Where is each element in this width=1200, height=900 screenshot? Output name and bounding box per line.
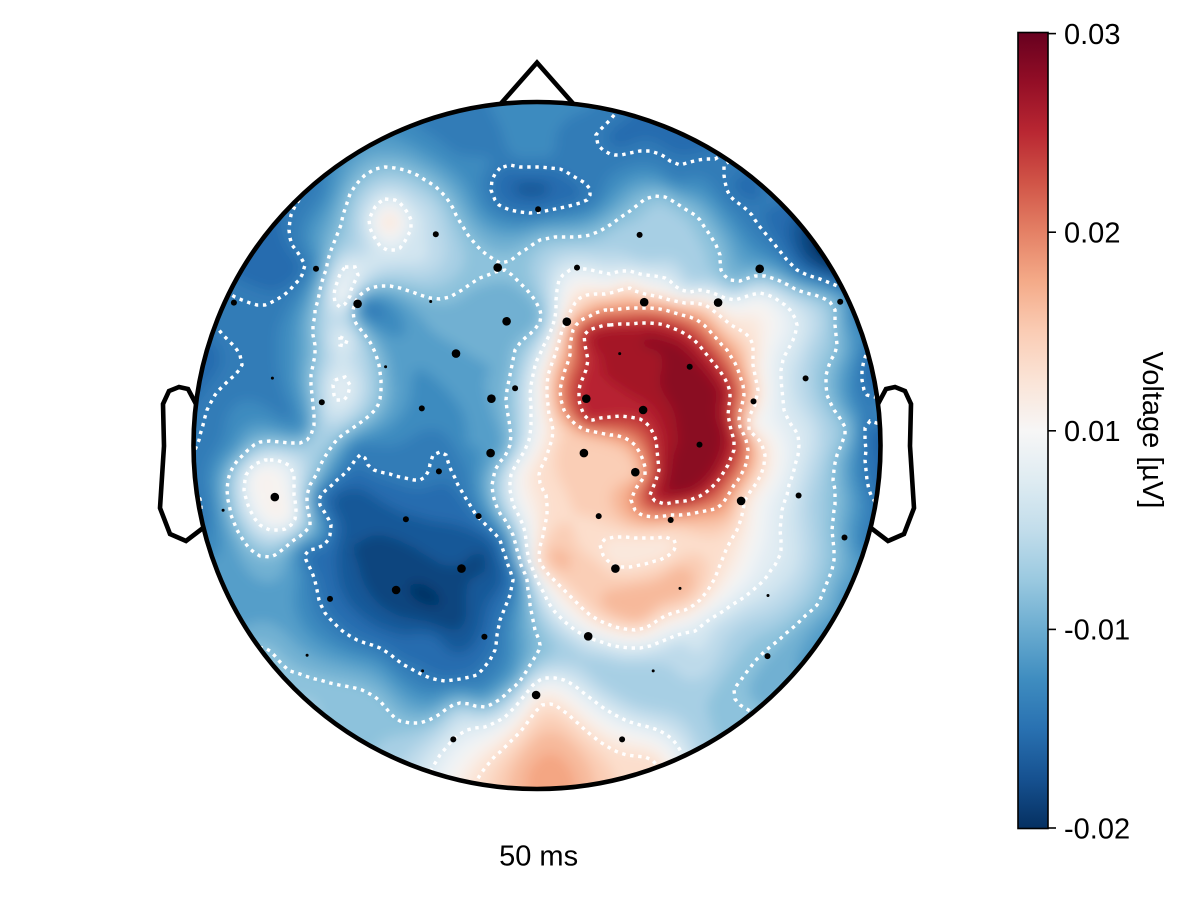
svg-text:-0.01: -0.01 xyxy=(1064,615,1130,647)
svg-text:-0.02: -0.02 xyxy=(1064,813,1130,845)
svg-text:0.01: 0.01 xyxy=(1064,416,1120,448)
svg-text:0.02: 0.02 xyxy=(1064,218,1120,250)
svg-text:50 ms: 50 ms xyxy=(499,840,578,872)
svg-text:0.03: 0.03 xyxy=(1064,19,1120,51)
svg-text:Voltage [µV]: Voltage [µV] xyxy=(1136,352,1168,509)
